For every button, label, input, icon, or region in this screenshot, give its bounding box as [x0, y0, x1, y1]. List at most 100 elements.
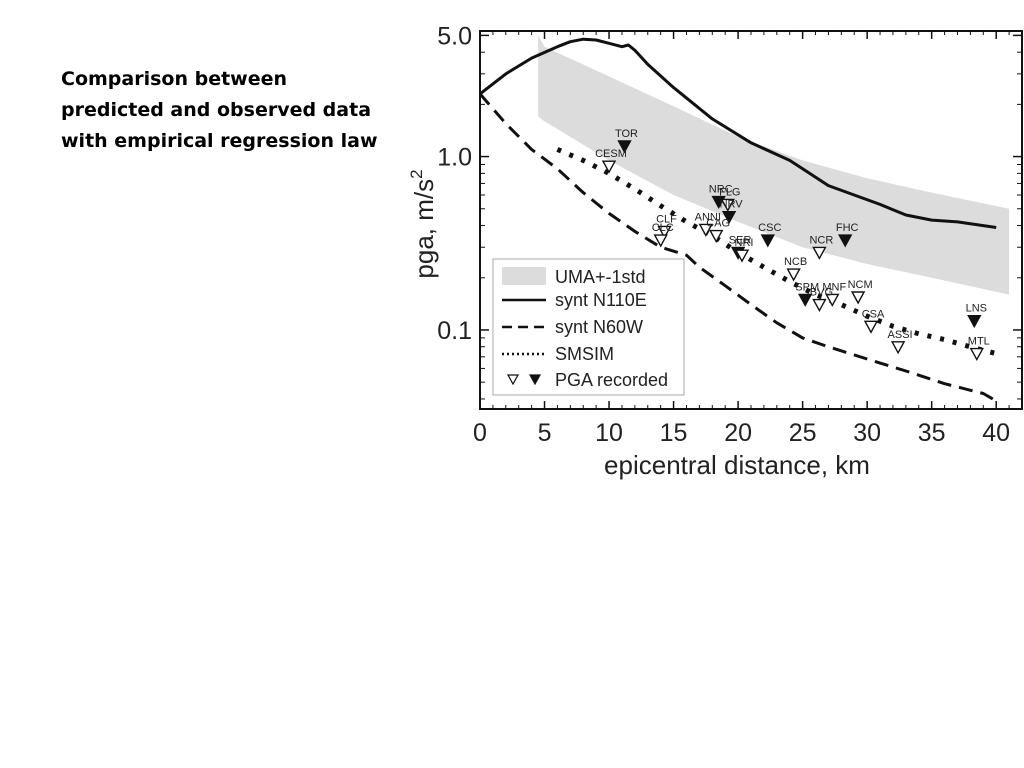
station-marker: CLF: [656, 213, 677, 239]
band-layer: [538, 35, 1010, 295]
uma-std-band: [538, 35, 1010, 295]
station-marker: MTL: [968, 336, 990, 362]
x-tick-label: 35: [918, 419, 946, 447]
station-label: NCR: [809, 234, 833, 246]
caption-line: Comparison between: [61, 68, 288, 90]
station-label: SER: [729, 234, 752, 246]
open-triangle-marker: [709, 229, 724, 244]
filled-triangle-marker: [798, 293, 813, 307]
open-triangle-marker: [812, 298, 827, 313]
legend-label: synt N110E: [555, 290, 647, 310]
station-label: MNF: [822, 281, 846, 293]
station-label: SPM: [795, 281, 819, 293]
y-axis-title-text: pga, m/s: [409, 179, 439, 279]
open-triangle-marker: [734, 249, 750, 263]
station-label: CESM: [595, 148, 627, 160]
x-tick-label: 40: [982, 419, 1010, 447]
station-label: MTL: [968, 336, 990, 348]
x-tick-label: 15: [660, 419, 688, 447]
station-label: TOR: [615, 128, 638, 140]
station-marker: MNF: [822, 281, 846, 307]
legend-label: synt N60W: [555, 317, 643, 337]
open-triangle-marker: [969, 347, 984, 362]
station-label: CAG: [706, 218, 730, 230]
legend-swatch-band: [502, 267, 546, 285]
legend-label: PGA recorded: [555, 370, 668, 390]
series-line-solid: [480, 37, 997, 229]
legend-label: SMSIM: [555, 344, 614, 364]
y-tick-label: 5.0: [437, 22, 472, 50]
open-triangle-marker: [653, 234, 668, 248]
legend-label: UMA+-1std: [555, 267, 646, 287]
series-layer: [480, 37, 997, 403]
station-label: NCM: [848, 279, 873, 291]
station-marker: FLG: [719, 186, 741, 212]
filled-triangle-marker: [760, 234, 775, 248]
station-label: CLC: [652, 222, 674, 234]
station-marker: NRV: [720, 199, 744, 225]
y-tick-label: 0.1: [437, 317, 472, 345]
station-marker: BVG: [810, 287, 833, 313]
open-triangle-marker: [850, 291, 866, 305]
station-marker: ANNI: [695, 211, 721, 237]
x-tick-label: 25: [789, 419, 817, 447]
station-marker: NCR: [809, 234, 833, 260]
x-axis-title: epicentral distance, km: [604, 450, 870, 480]
y-axis-title: pga, m/s2: [407, 169, 439, 278]
x-tick-label: 10: [595, 419, 623, 447]
legend: UMA+-1std synt N110E synt N60W SMSIM PGA…: [492, 258, 685, 396]
station-marker: CSA: [862, 308, 885, 334]
open-triangle-marker: [890, 341, 906, 355]
station-marker: CAG: [706, 218, 730, 244]
x-tick-label: 20: [724, 419, 752, 447]
station-marker: ASSI: [888, 329, 913, 355]
station-label: NRI: [735, 237, 754, 249]
station-label: LNS: [966, 303, 987, 315]
open-triangle-marker: [863, 320, 879, 334]
y-tick-label: 1.0: [437, 144, 472, 172]
legend-marker-filled: [528, 374, 542, 386]
station-label: NRC: [709, 184, 733, 196]
open-triangle-marker: [786, 268, 801, 282]
station-marker: CSC: [758, 222, 781, 248]
station-label: ANNI: [695, 211, 721, 223]
caption-line: predicted and observed data: [61, 99, 372, 121]
station-marker: TOR: [615, 128, 638, 154]
station-label: BVG: [810, 287, 833, 299]
slide-caption: Comparison between predicted and observe…: [61, 64, 391, 157]
legend-marker-open: [506, 374, 520, 386]
station-label: NRV: [720, 199, 744, 211]
open-triangle-marker: [657, 225, 672, 239]
y-axis-title-exponent: 2: [407, 169, 426, 178]
open-triangle-marker: [825, 293, 840, 307]
station-label: FLG: [719, 186, 740, 198]
station-marker: CESM: [595, 148, 627, 174]
station-label: ASSI: [888, 329, 913, 341]
open-triangle-marker: [698, 223, 713, 237]
x-tick-label: 5: [538, 419, 552, 447]
station-marker: FHC: [836, 222, 859, 248]
filled-triangle-marker: [838, 234, 853, 248]
station-label: CSC: [758, 222, 781, 234]
station-label: FHC: [836, 222, 859, 234]
filled-triangle-marker: [617, 140, 632, 154]
series-line-dashed: [480, 92, 997, 403]
x-tick-label: 0: [473, 419, 487, 447]
open-triangle-marker: [601, 160, 617, 174]
filled-triangle-marker: [721, 211, 737, 225]
open-triangle-marker: [812, 246, 827, 260]
axis-layer: 0 5 10 15 20 25 30 35 40 5.0 1.0 0.1: [437, 22, 1023, 447]
open-triangle-marker: [720, 198, 735, 212]
station-label: CSA: [862, 308, 885, 320]
station-marker: SPM: [795, 281, 819, 307]
x-tick-label: 30: [853, 419, 881, 447]
station-marker: LNS: [966, 303, 987, 329]
station-marker: NCB: [784, 256, 807, 282]
station-marker: NRI: [734, 237, 754, 263]
station-marker: CLC: [652, 222, 674, 248]
filled-triangle-marker: [967, 315, 982, 329]
station-marker: NCM: [848, 279, 873, 305]
station-label: NCB: [784, 256, 807, 268]
